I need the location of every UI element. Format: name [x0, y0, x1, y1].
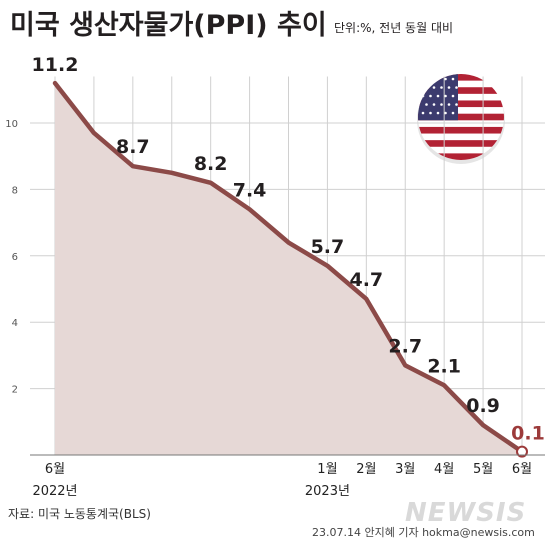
- flag-star: [425, 86, 428, 89]
- data-label: 11.2: [32, 54, 79, 76]
- x-tick-label: 5월: [473, 462, 493, 477]
- flag-star: [432, 103, 436, 106]
- flag-star: [455, 86, 458, 89]
- chart-title: 미국 생산자물가(PPI) 추이: [10, 10, 327, 41]
- y-tick-label: 4: [12, 318, 18, 329]
- flag-star: [455, 103, 458, 106]
- flag-star: [444, 111, 447, 115]
- flag-star: [421, 94, 425, 98]
- flag-star: [429, 94, 432, 98]
- flag-star: [436, 94, 440, 98]
- x-axis: 6월 1월 2월 3월 4월 5월 6월 2022년 2023년: [30, 454, 545, 499]
- flag-star: [440, 103, 443, 106]
- y-tick-label: 6: [12, 252, 18, 263]
- flag-star: [451, 94, 455, 98]
- flag-star: [432, 86, 436, 89]
- data-label: 2.1: [427, 355, 461, 377]
- flag-star: [421, 77, 425, 81]
- data-label: 2.7: [388, 335, 422, 357]
- flag-star: [425, 103, 428, 106]
- flag-star: [429, 111, 432, 115]
- data-label: 8.7: [116, 136, 150, 158]
- flag-star: [436, 77, 440, 81]
- flag-star: [451, 111, 455, 115]
- flag-star: [421, 111, 425, 115]
- flag-star: [451, 77, 455, 81]
- flag-star: [444, 77, 447, 81]
- data-label: 0.9: [466, 395, 500, 417]
- flag-stripe: [418, 100, 504, 108]
- flag-stripe: [418, 74, 504, 81]
- flag-star: [436, 111, 440, 115]
- flag-star: [429, 77, 432, 81]
- flag-stripe: [418, 87, 504, 94]
- x-tick-label: 4월: [434, 462, 454, 477]
- x-tick-label: 1월: [317, 462, 337, 477]
- flag-stripe: [418, 126, 504, 134]
- x-tick-label: 3월: [395, 462, 415, 477]
- data-label: 8.2: [194, 153, 228, 175]
- flag-stripe: [418, 153, 504, 160]
- data-label: 4.7: [349, 269, 383, 291]
- source-note: 자료: 미국 노동통계국(BLS): [8, 507, 151, 521]
- plot-area: [52, 80, 528, 458]
- area-fill: [55, 83, 522, 455]
- flag-stripe: [418, 113, 504, 121]
- flag-star: [447, 86, 451, 89]
- data-label: 5.7: [311, 236, 345, 258]
- y-tick-label: 10: [5, 119, 18, 130]
- flag-star: [440, 86, 443, 89]
- x-tick-label: 6월: [45, 462, 65, 477]
- flag-star: [447, 103, 451, 106]
- data-label: 7.4: [233, 179, 267, 201]
- x-tick-label: 2월: [356, 462, 376, 477]
- year-label: 2023년: [305, 484, 350, 499]
- us-flag-icon: [417, 74, 505, 164]
- data-label: 0.1: [511, 423, 545, 445]
- flag-stripe: [418, 140, 504, 147]
- unit-note: 단위:%, 전년 동월 대비: [334, 21, 453, 35]
- y-tick-label: 2: [12, 385, 18, 396]
- last-point-marker: [516, 445, 528, 458]
- flag-star: [444, 94, 447, 98]
- y-tick-label: 8: [12, 185, 18, 196]
- watermark-logo: NEWSIS: [405, 498, 526, 528]
- year-label: 2022년: [32, 484, 77, 499]
- data-labels: 11.2 8.7 8.27.4 5.74.7 2.72.10.9 0.1: [32, 54, 545, 445]
- credit-line: 23.07.14 안지혜 기자 hokma@newsis.com: [312, 526, 535, 539]
- x-tick-label: 6월: [512, 462, 532, 477]
